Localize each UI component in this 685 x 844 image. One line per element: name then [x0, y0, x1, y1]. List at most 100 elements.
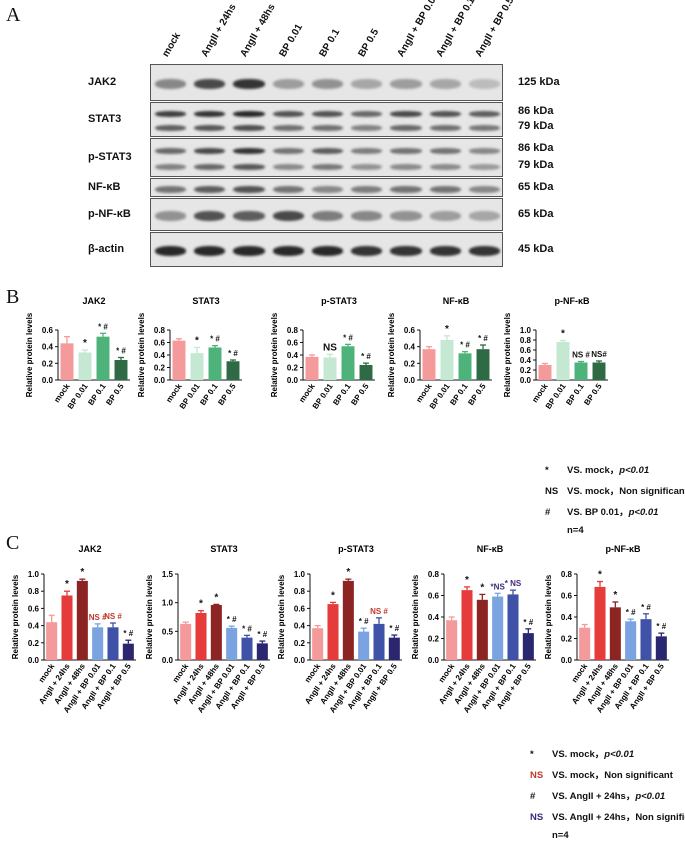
lane-label-bp-0-5: BP 0.5 — [356, 27, 381, 59]
bar-bp-0-5 — [226, 361, 240, 380]
y-tick-label: 0.0 — [561, 656, 573, 665]
bar-mock — [60, 343, 74, 380]
blot-band — [311, 110, 344, 117]
chart-title: STAT3 — [192, 296, 219, 306]
blot-band — [311, 164, 344, 170]
kda-label: 79 kDa — [518, 120, 554, 133]
blot-strip-nf-b — [150, 178, 503, 197]
significance-label: * — [598, 570, 602, 581]
bar-angii-bp-0-01 — [358, 631, 370, 660]
blot-band — [194, 110, 226, 117]
blot-band — [468, 211, 500, 221]
y-tick-label: 0.4 — [42, 343, 54, 352]
legend-pvalue: p<0.01 — [635, 791, 666, 802]
blot-strip-jak2 — [150, 64, 503, 101]
blot-band — [351, 211, 383, 221]
significance-label: * — [83, 338, 87, 349]
y-tick-label: 0.6 — [287, 339, 299, 348]
bar-angii-24hs — [61, 595, 73, 660]
lane-label-angii-bp-0-01: AngII + BP 0.01 — [395, 0, 442, 60]
blot-band — [468, 185, 500, 193]
blot-band — [468, 246, 500, 256]
significance-label: * # — [389, 624, 399, 633]
y-tick-label: 0.8 — [561, 570, 573, 579]
legend-symbol: NS — [530, 770, 544, 781]
bar-mock — [446, 620, 458, 660]
y-axis-label: Relative protein levels — [544, 574, 553, 659]
y-axis-label: Relative protein levels — [411, 574, 420, 659]
blot-band — [351, 164, 383, 170]
blot-band — [155, 246, 187, 256]
blot-band — [194, 246, 226, 256]
bar-angii-bp-0-5 — [256, 643, 268, 660]
y-tick-label: 0.0 — [428, 656, 440, 665]
blot-band — [390, 185, 422, 193]
significance-label: * # — [361, 352, 371, 361]
blot-band — [272, 164, 304, 170]
blot-band — [272, 125, 304, 132]
chart-title: JAK2 — [78, 544, 101, 554]
blot-band — [233, 110, 265, 117]
blot-band — [311, 211, 344, 221]
significance-label: * # — [227, 615, 237, 624]
bar-angii-48hs — [210, 604, 222, 660]
blot-band — [155, 164, 187, 170]
chart-title: p-NF-κB — [554, 296, 590, 306]
kda-label: 125 kDa — [518, 76, 560, 88]
significance-label: * # — [641, 603, 651, 612]
blot-band — [311, 185, 344, 193]
kda-label: 86 kDa — [518, 105, 554, 118]
kda-label: 79 kDa — [518, 159, 554, 171]
bar-angii-bp-0-1 — [640, 619, 652, 660]
y-tick-label: 0.4 — [154, 351, 166, 360]
y-axis-label: Relative protein levels — [25, 312, 34, 397]
y-tick-label: 0.0 — [154, 376, 166, 385]
panel-label-b: B — [6, 286, 20, 308]
significance-label: * # — [257, 630, 267, 639]
blot-band — [233, 246, 265, 256]
bar-angii-bp-0-1 — [507, 594, 519, 660]
chart-c-nf-b: NF-κB Relative protein levels 0.0 0.2 0.4 0.6… — [411, 544, 536, 715]
bar-mock — [46, 622, 58, 660]
blot-band — [429, 246, 461, 256]
blot-band — [194, 148, 226, 154]
significance-label: * — [465, 575, 469, 586]
blot-band — [272, 79, 304, 89]
panel-c-charts: JAK2 Relative protein levels 0.0 0.2 0.4 0.6 0… — [11, 544, 669, 715]
y-tick-label: 0.6 — [294, 604, 306, 613]
bar-angii-bp-0-1 — [241, 637, 253, 660]
y-tick-label: 0.4 — [28, 622, 40, 631]
blot-row-label-jak2: JAK2 — [88, 76, 117, 88]
blot-band — [390, 79, 422, 89]
y-tick-label: 0.0 — [294, 656, 306, 665]
legend-text: VS. mock， — [552, 749, 605, 760]
legend-row: * VS. mock，p<0.01 — [545, 462, 685, 476]
legend-text: VS. BP 0.01， — [567, 507, 629, 518]
y-axis-label: Relative protein levels — [277, 574, 286, 659]
significance-label: * # — [478, 334, 488, 343]
legend-symbol: # — [530, 791, 536, 802]
y-tick-label: 0.8 — [428, 570, 440, 579]
blot-band — [390, 148, 422, 154]
legend-text: VS. mock，Non significant — [552, 770, 673, 781]
bar-bp-0-1 — [208, 347, 222, 380]
chart-title: NF-κB — [477, 544, 504, 554]
blot-band — [233, 164, 265, 170]
y-tick-label: 0.8 — [520, 336, 532, 345]
kda-label: 45 kDa — [518, 243, 554, 255]
chart-title: p-STAT3 — [321, 296, 357, 306]
blot-band — [390, 246, 422, 256]
significance-label: NS # — [370, 607, 388, 616]
blot-band — [155, 185, 187, 193]
bar-angii-48hs — [342, 580, 354, 660]
y-tick-label: 0.6 — [520, 346, 532, 355]
lane-label-bp-0-01: BP 0.01 — [277, 22, 306, 60]
x-tick-label: BP 0.5 — [582, 382, 604, 408]
chart-c-p-nf-b: p-NF-κB Relative protein levels 0.0 0.2 0.4 0… — [544, 544, 669, 715]
bar-angii-48hs — [476, 599, 488, 660]
blot-band — [390, 164, 422, 170]
legend-symbol: NS — [530, 812, 544, 823]
y-tick-label: 0.2 — [294, 639, 306, 648]
blot-band — [155, 79, 187, 89]
